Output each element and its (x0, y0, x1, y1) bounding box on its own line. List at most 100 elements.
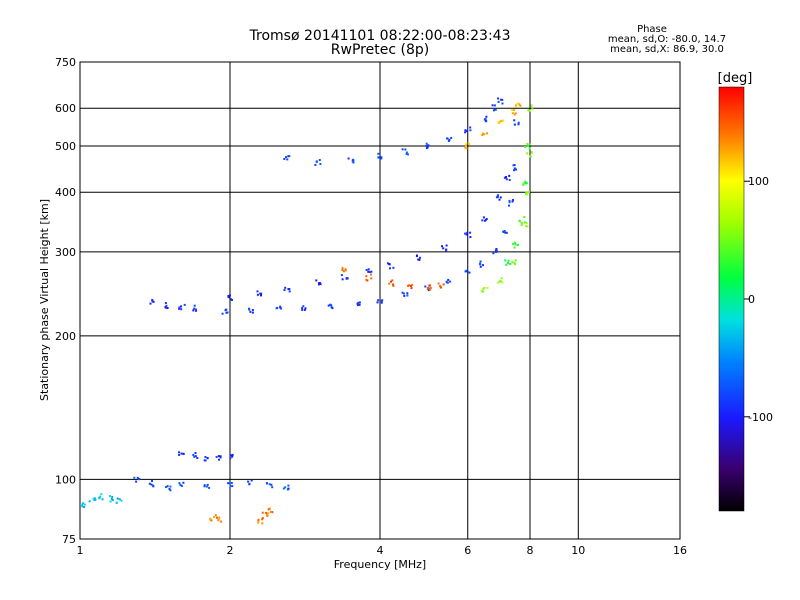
data-point (178, 451, 180, 454)
data-point (508, 174, 511, 177)
colorbar-tick-label: 0 (748, 293, 755, 306)
data-point (491, 104, 494, 107)
data-point (407, 153, 409, 156)
data-point (464, 270, 467, 273)
data-point (380, 156, 383, 159)
data-point (231, 485, 234, 488)
data-point (265, 482, 268, 485)
colorbar-tick-label: -100 (748, 411, 773, 424)
data-point (529, 155, 532, 158)
data-point (256, 293, 259, 296)
data-point (408, 284, 411, 287)
data-point (194, 452, 197, 454)
data-point (279, 306, 282, 309)
data-point (403, 294, 406, 297)
data-point (247, 480, 250, 483)
data-point (425, 144, 428, 147)
data-point (501, 281, 504, 284)
data-point (498, 198, 501, 201)
data-point (265, 512, 268, 514)
data-point (499, 98, 502, 101)
data-point (505, 178, 508, 181)
data-point (94, 498, 97, 501)
data-point (497, 100, 500, 103)
data-point (513, 263, 516, 266)
data-point (178, 482, 181, 485)
x-tick-label: 4 (377, 544, 384, 557)
data-point (518, 219, 521, 222)
data-point (469, 126, 472, 129)
data-point (404, 148, 407, 151)
data-point (215, 456, 218, 458)
data-point (368, 271, 371, 274)
data-point (504, 231, 507, 234)
data-point (505, 176, 507, 178)
data-point (468, 143, 471, 145)
data-point (525, 225, 528, 228)
data-point (225, 308, 228, 311)
trace (209, 507, 274, 525)
data-point (260, 294, 262, 297)
data-point (370, 277, 373, 280)
x-tick-label: 8 (527, 544, 534, 557)
data-point (482, 216, 485, 219)
data-point (216, 516, 218, 519)
data-point (388, 282, 391, 285)
data-point (100, 493, 103, 496)
data-point (231, 454, 234, 457)
data-point (513, 167, 516, 170)
y-tick-label: 500 (55, 140, 76, 153)
data-point (520, 221, 523, 224)
data-point (208, 486, 211, 489)
data-point (229, 457, 232, 460)
data-point (531, 108, 534, 111)
data-point (469, 231, 472, 234)
data-point (365, 275, 368, 278)
data-point (481, 290, 484, 293)
data-point (314, 163, 317, 166)
data-point (465, 142, 468, 145)
data-point (219, 456, 222, 459)
data-point (402, 292, 405, 295)
data-point (445, 244, 448, 247)
data-point (513, 261, 516, 264)
data-point (227, 482, 230, 485)
data-point (88, 500, 91, 503)
data-point (511, 112, 514, 115)
data-point (526, 225, 529, 228)
data-point (288, 290, 291, 293)
data-point (526, 143, 529, 145)
data-point (469, 129, 472, 132)
data-point (483, 286, 486, 289)
data-point (495, 251, 498, 253)
data-point (450, 136, 453, 139)
data-point (501, 102, 504, 105)
data-point (417, 258, 420, 261)
data-point (465, 233, 468, 236)
data-point (392, 284, 395, 287)
data-point (347, 157, 350, 160)
data-point (517, 121, 520, 124)
data-point (301, 308, 304, 311)
data-point (206, 457, 209, 460)
data-point (133, 476, 136, 479)
data-point (485, 120, 488, 123)
data-point (497, 97, 500, 100)
data-point (464, 146, 467, 149)
data-point (193, 304, 196, 307)
data-point (148, 482, 151, 485)
data-point (516, 102, 519, 105)
data-point (214, 514, 217, 517)
data-point (340, 274, 343, 277)
data-point (380, 157, 383, 160)
data-point (109, 495, 111, 498)
data-point (377, 152, 380, 155)
data-point (92, 497, 95, 500)
data-point (501, 98, 504, 101)
y-tick-label: 200 (55, 330, 76, 343)
data-point (430, 286, 432, 289)
data-point (82, 502, 85, 505)
colorbar-tick-label: 100 (748, 175, 769, 188)
data-point (304, 307, 307, 310)
data-point (213, 516, 215, 519)
